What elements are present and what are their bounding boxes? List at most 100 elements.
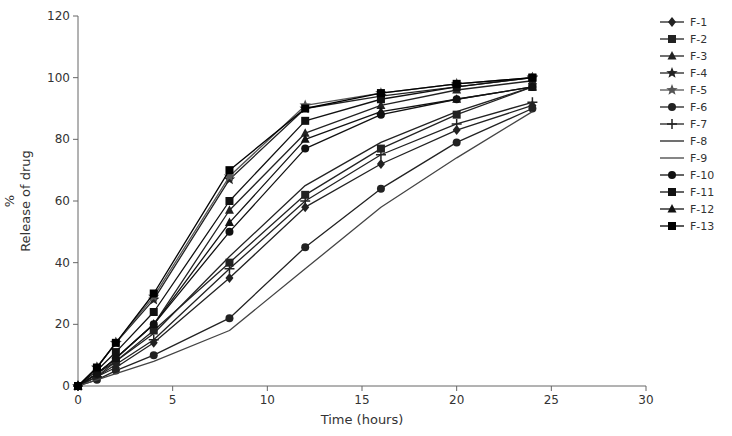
- point: [453, 80, 461, 88]
- legend-item: F-1: [660, 16, 707, 29]
- legend-marker: [666, 67, 677, 78]
- legend-marker: [668, 51, 677, 60]
- point: [301, 145, 309, 153]
- series-line: [78, 102, 532, 386]
- x-tick: [551, 386, 552, 391]
- point: [377, 185, 385, 193]
- x-tick-label: 10: [260, 393, 275, 407]
- legend-item: F-6: [660, 101, 707, 114]
- legend-label: F-5: [690, 84, 707, 97]
- axes: 051015202530020406080100120: [47, 9, 654, 407]
- y-tick: [73, 262, 78, 263]
- x-tick-label: 15: [354, 393, 369, 407]
- legend-item: F-2: [660, 33, 707, 46]
- legend-marker: [668, 171, 676, 179]
- point: [74, 382, 82, 390]
- point: [452, 94, 461, 103]
- y-axis-label-line: Release of drug: [18, 150, 33, 252]
- point: [376, 107, 385, 116]
- y-tick-label: 120: [47, 9, 70, 23]
- y-tick: [73, 77, 78, 78]
- legend-label: F-11: [690, 186, 714, 199]
- legend-marker: [668, 17, 676, 27]
- legend-marker: [666, 84, 677, 95]
- point: [74, 382, 82, 390]
- point: [93, 364, 101, 372]
- series-line: [78, 87, 532, 386]
- point: [112, 339, 120, 347]
- point: [74, 381, 83, 390]
- legend-label: F-4: [690, 67, 707, 80]
- series: [72, 72, 538, 391]
- point: [301, 134, 310, 143]
- y-tick-label: 80: [55, 132, 70, 146]
- point: [74, 381, 83, 390]
- x-tick: [267, 386, 268, 391]
- point: [225, 166, 233, 174]
- point: [225, 314, 233, 322]
- y-tick: [73, 139, 78, 140]
- chart: 051015202530020406080100120Time (hours)%…: [0, 0, 732, 436]
- x-tick-label: 25: [544, 393, 559, 407]
- point: [452, 119, 462, 129]
- x-tick-label: 5: [169, 393, 177, 407]
- legend-swatch: [660, 157, 684, 158]
- point: [74, 382, 82, 390]
- point: [527, 97, 537, 107]
- y-tick: [73, 16, 78, 17]
- plot-area: [72, 72, 538, 391]
- point: [528, 74, 536, 82]
- point: [528, 74, 536, 82]
- point: [301, 243, 309, 251]
- legend-label: F-7: [690, 118, 707, 131]
- y-axis-label-line: %: [2, 195, 17, 207]
- series: [74, 82, 537, 390]
- x-tick: [646, 386, 647, 391]
- x-tick-label: 30: [638, 393, 653, 407]
- legend-swatch: [660, 140, 684, 141]
- x-tick: [362, 386, 363, 391]
- legend-label: F-2: [690, 33, 707, 46]
- y-tick-label: 40: [55, 256, 70, 270]
- legend-label: F-10: [690, 169, 714, 182]
- point: [74, 382, 82, 390]
- point: [224, 264, 234, 274]
- series-line: [78, 112, 532, 386]
- point: [73, 381, 83, 391]
- legend: F-1F-2F-3F-4F-5F-6F-7F-8F-9F-10F-11F-12F…: [660, 16, 714, 233]
- series-line: [78, 81, 532, 386]
- legend-marker: [668, 35, 676, 43]
- point: [149, 319, 158, 328]
- x-axis-label: Time (hours): [320, 412, 404, 427]
- point: [527, 72, 538, 83]
- point: [150, 351, 158, 359]
- series-line: [78, 78, 532, 386]
- y-tick-label: 0: [62, 379, 70, 393]
- legend-label: F-9: [690, 152, 707, 165]
- point: [301, 117, 309, 125]
- legend-label: F-6: [690, 101, 707, 114]
- y-tick-label: 60: [55, 194, 70, 208]
- series: [74, 100, 536, 391]
- point: [150, 308, 158, 316]
- point: [377, 159, 385, 169]
- legend-label: F-12: [690, 203, 714, 216]
- point: [225, 273, 233, 283]
- x-tick-label: 0: [74, 393, 82, 407]
- y-tick-label: 20: [55, 317, 70, 331]
- series: [78, 87, 532, 386]
- legend-item: F-13: [660, 220, 714, 233]
- point: [375, 87, 386, 98]
- series-line: [78, 78, 532, 386]
- point: [377, 89, 385, 97]
- legend-label: F-13: [690, 220, 714, 233]
- series: [74, 76, 537, 390]
- point: [74, 381, 82, 391]
- x-tick: [456, 386, 457, 391]
- legend-item: F-11: [660, 186, 714, 199]
- legend-marker: [667, 119, 677, 129]
- legend-item: F-8: [660, 135, 707, 148]
- legend-marker: [668, 188, 676, 196]
- point: [74, 382, 82, 390]
- legend-item: F-5: [660, 84, 707, 97]
